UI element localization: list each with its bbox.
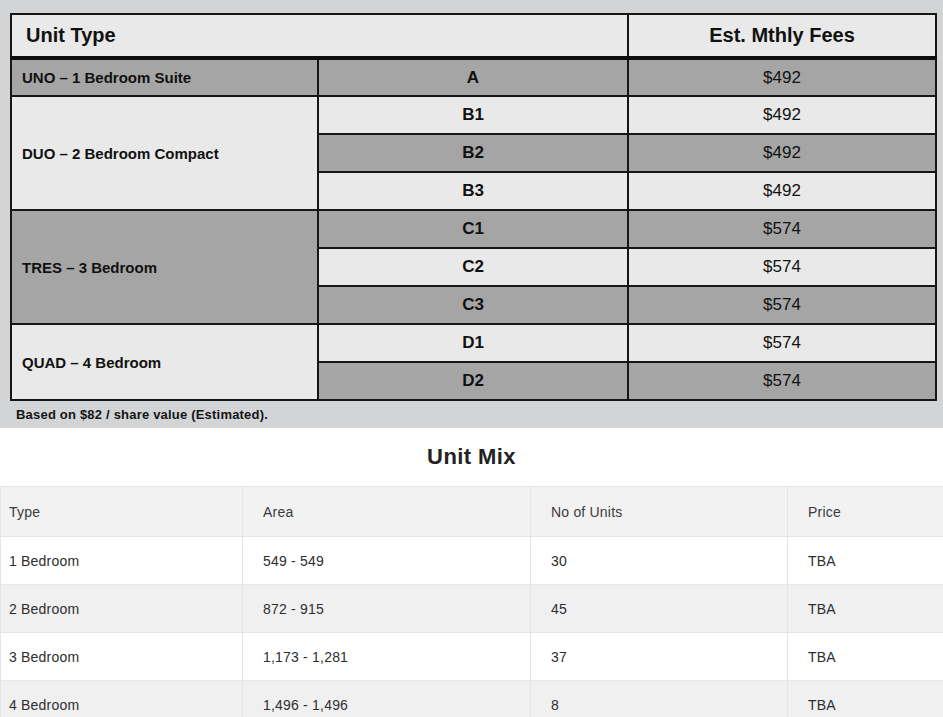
fee-value-cell: $492 [628,134,936,172]
plan-code-cell: B3 [318,172,628,210]
plan-code-cell: D2 [318,362,628,400]
fees-table-row: QUAD – 4 BedroomD1$574 [11,324,936,362]
unit-mix-row: 1 Bedroom549 - 54930TBA [1,537,943,585]
unit-mix-units-cell: 8 [531,681,788,717]
unit-mix-type-cell: 4 Bedroom [1,681,243,717]
est-mthly-fees-header: Est. Mthly Fees [628,14,936,58]
plan-code-cell: B2 [318,134,628,172]
unit-mix-area-cell: 549 - 549 [243,537,531,585]
share-value-footnote: Based on $82 / share value (Estimated). [10,401,935,422]
unit-mix-table-body: 1 Bedroom549 - 54930TBA2 Bedroom872 - 91… [1,537,943,717]
unit-mix-price-cell: TBA [788,633,943,681]
unit-mix-row: 3 Bedroom1,173 - 1,28137TBA [1,633,943,681]
unit-mix-column-header: Area [243,487,531,537]
plan-code-cell: C3 [318,286,628,324]
unit-mix-row: 2 Bedroom872 - 91545TBA [1,585,943,633]
fees-header-row: Unit Type Est. Mthly Fees [11,14,936,58]
fee-value-cell: $574 [628,324,936,362]
unit-mix-area-cell: 872 - 915 [243,585,531,633]
unit-mix-price-cell: TBA [788,681,943,717]
fees-table-row: DUO – 2 Bedroom CompactB1$492 [11,96,936,134]
plan-code-cell: B1 [318,96,628,134]
unit-mix-title: Unit Mix [0,444,943,470]
unit-mix-section: Unit Mix TypeAreaNo of UnitsPrice 1 Bedr… [0,428,943,717]
unit-group-label: QUAD – 4 Bedroom [11,324,318,400]
fee-value-cell: $492 [628,172,936,210]
fee-value-cell: $492 [628,58,936,96]
unit-mix-column-header: Type [1,487,243,537]
fee-value-cell: $574 [628,286,936,324]
unit-mix-column-header: Price [788,487,943,537]
unit-mix-type-cell: 3 Bedroom [1,633,243,681]
unit-mix-header-row: TypeAreaNo of UnitsPrice [1,487,943,537]
plan-code-cell: C2 [318,248,628,286]
monthly-fees-table: Unit Type Est. Mthly Fees UNO – 1 Bedroo… [10,13,937,401]
fees-table-body: UNO – 1 Bedroom SuiteA$492DUO – 2 Bedroo… [11,58,936,400]
unit-mix-area-cell: 1,496 - 1,496 [243,681,531,717]
unit-type-header: Unit Type [11,14,628,58]
unit-mix-price-cell: TBA [788,537,943,585]
fee-value-cell: $492 [628,96,936,134]
plan-code-cell: C1 [318,210,628,248]
unit-mix-units-cell: 37 [531,633,788,681]
fee-value-cell: $574 [628,248,936,286]
unit-group-label: TRES – 3 Bedroom [11,210,318,324]
fees-table-row: UNO – 1 Bedroom SuiteA$492 [11,58,936,96]
plan-code-cell: D1 [318,324,628,362]
plan-code-cell: A [318,58,628,96]
unit-mix-units-cell: 45 [531,585,788,633]
unit-mix-type-cell: 2 Bedroom [1,585,243,633]
fee-value-cell: $574 [628,362,936,400]
unit-group-label: DUO – 2 Bedroom Compact [11,96,318,210]
unit-mix-table: TypeAreaNo of UnitsPrice 1 Bedroom549 - … [0,486,943,717]
unit-mix-row: 4 Bedroom1,496 - 1,4968TBA [1,681,943,717]
unit-mix-area-cell: 1,173 - 1,281 [243,633,531,681]
unit-mix-type-cell: 1 Bedroom [1,537,243,585]
unit-group-label: UNO – 1 Bedroom Suite [11,58,318,96]
fees-table-row: TRES – 3 BedroomC1$574 [11,210,936,248]
fees-section: Unit Type Est. Mthly Fees UNO – 1 Bedroo… [0,0,943,428]
unit-mix-column-header: No of Units [531,487,788,537]
fee-value-cell: $574 [628,210,936,248]
unit-mix-units-cell: 30 [531,537,788,585]
unit-mix-price-cell: TBA [788,585,943,633]
